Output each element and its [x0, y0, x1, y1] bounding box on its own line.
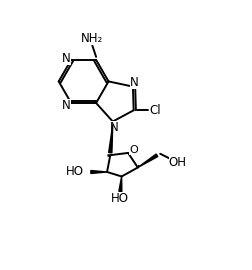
- Text: OH: OH: [169, 156, 187, 169]
- Text: NH₂: NH₂: [81, 32, 104, 45]
- Text: Cl: Cl: [149, 104, 161, 117]
- Text: N: N: [62, 99, 71, 112]
- Text: HO: HO: [66, 166, 84, 178]
- Text: O: O: [129, 145, 138, 155]
- Text: N: N: [110, 120, 118, 133]
- Text: N: N: [62, 52, 71, 65]
- Polygon shape: [109, 124, 113, 153]
- Text: HO: HO: [111, 192, 129, 205]
- Polygon shape: [138, 154, 158, 167]
- Polygon shape: [91, 170, 107, 174]
- Polygon shape: [119, 177, 122, 191]
- Text: N: N: [130, 76, 139, 89]
